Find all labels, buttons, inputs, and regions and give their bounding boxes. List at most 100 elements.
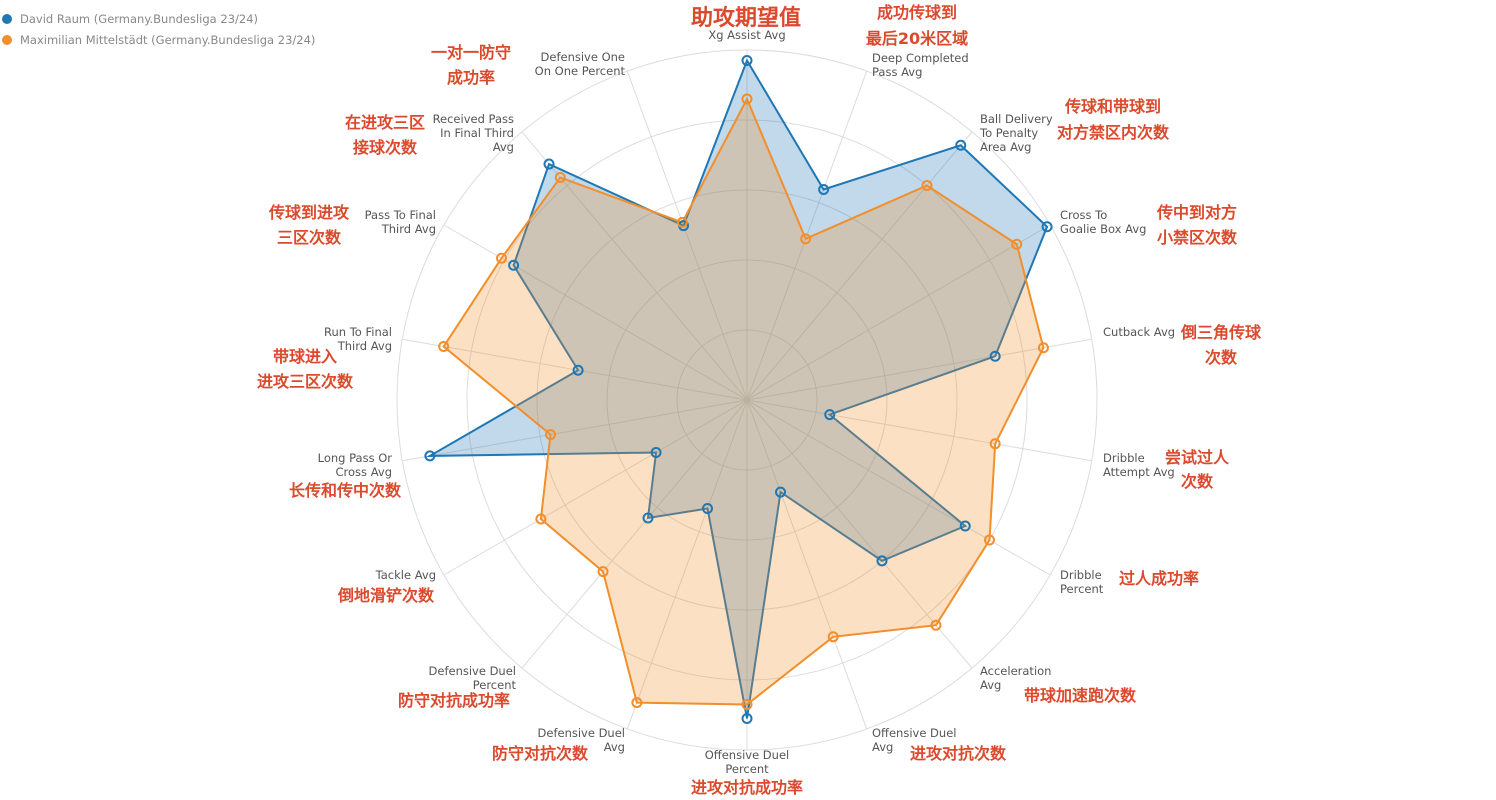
point <box>701 503 713 515</box>
axis-label-line: Acceleration <box>980 664 1051 678</box>
point <box>930 619 942 631</box>
axis-label-line: Avg <box>980 678 1001 692</box>
annotation-line: 三区次数 <box>277 228 342 247</box>
annotation: 带球加速跑次数 <box>1024 686 1137 705</box>
point <box>424 450 436 462</box>
axis-label-line: Goalie Box Avg <box>1060 222 1146 236</box>
axis-label: Defensive One On One Percent <box>535 50 626 78</box>
axis-label-line: Dribble <box>1060 568 1102 582</box>
annotation: 传中到对方小禁区次数 <box>1156 203 1238 247</box>
annotation-line: 在进攻三区 <box>345 113 425 132</box>
axis-label-line: Avg <box>604 740 625 754</box>
axis-label-line: Dribble <box>1103 451 1145 465</box>
point <box>741 93 753 105</box>
spoke <box>746 224 1051 401</box>
spoke <box>443 399 748 576</box>
spoke <box>521 399 748 669</box>
legend-label: Maximilian Mittelstädt (Germany.Bundesli… <box>20 33 315 47</box>
spoke <box>626 70 748 401</box>
point <box>631 697 643 709</box>
point <box>959 520 971 532</box>
annotation: 过人成功率 <box>1119 569 1199 588</box>
axis-label-line: Avg <box>493 140 514 154</box>
point <box>543 158 555 170</box>
axis-label: Cross To Goalie Box Avg <box>1060 208 1146 236</box>
point <box>572 364 584 376</box>
annotation-line: 进攻三区次数 <box>257 372 354 391</box>
annotation: 传球和带球到对方禁区内次数 <box>1057 97 1170 142</box>
point <box>775 486 787 498</box>
annotation: 倒地滑铲次数 <box>337 586 435 605</box>
annotation-line: 成功传球到 <box>877 3 957 22</box>
axis-label: Ball Delivery To Penalty Area Avg <box>979 112 1053 154</box>
annotation: 进攻对抗次数 <box>910 744 1007 763</box>
spoke <box>443 224 748 401</box>
point <box>1011 238 1023 250</box>
axis-label-line: Offensive Duel <box>705 748 789 762</box>
axis-label: Tackle Avg <box>375 568 436 582</box>
axis-label-line: Offensive Duel <box>872 726 956 740</box>
axis-label: Cutback Avg <box>1103 325 1175 339</box>
annotation-line: 小禁区次数 <box>1157 228 1238 247</box>
point <box>818 184 830 196</box>
axis-label: Run To Final Third Avg <box>324 325 392 353</box>
area <box>426 58 1049 719</box>
point <box>800 233 812 245</box>
annotation-line: 带球进入 <box>273 347 337 366</box>
point <box>983 534 995 546</box>
annotation: 在进攻三区接球次数 <box>345 113 425 157</box>
point <box>1037 342 1049 354</box>
axis-label: Pass To Final Third Avg <box>365 208 436 236</box>
axis-label: Defensive Duel Avg <box>538 726 625 754</box>
annotation: 防守对抗成功率 <box>398 691 510 710</box>
spoke <box>402 399 748 462</box>
annotation: 带球进入进攻三区次数 <box>257 347 354 391</box>
spoke <box>746 70 868 401</box>
annotation: 进攻对抗成功率 <box>691 778 803 797</box>
axis-label-line: On One Percent <box>535 64 626 78</box>
spoke <box>402 338 748 401</box>
axis-label-line: Percent <box>725 762 769 776</box>
point <box>535 513 547 525</box>
point <box>642 512 654 524</box>
axis-label-line: Cross To <box>1060 208 1107 222</box>
point <box>495 252 507 264</box>
axis-label-line: Attempt Avg <box>1103 465 1175 479</box>
axis-label: Received Pass In Final Third Avg <box>433 112 514 154</box>
spoke <box>626 399 748 730</box>
spoke <box>746 399 1092 462</box>
area <box>442 96 1045 706</box>
spoke <box>746 338 1092 401</box>
axis-label-line: In Final Third <box>440 126 514 140</box>
annotation: 尝试过人次数 <box>1165 448 1230 491</box>
annotation-line: 倒地滑铲次数 <box>337 586 435 605</box>
point <box>741 699 753 710</box>
axis-label-line: Cutback Avg <box>1103 325 1175 339</box>
spoke <box>746 399 973 669</box>
annotation-line: 次数 <box>1181 472 1214 491</box>
legend-label: David Raum (Germany.Bundesliga 23/24) <box>20 12 258 26</box>
spoke <box>521 131 748 401</box>
axis-label-line: Received Pass <box>433 112 514 126</box>
axis-label: Defensive Duel Percent <box>429 664 517 692</box>
annotation-line: 助攻期望值 <box>691 5 801 31</box>
axis-label-line: Long Pass Or <box>318 451 393 465</box>
axis-label-line: Defensive One <box>541 50 625 64</box>
annotation-line: 进攻对抗次数 <box>910 744 1007 763</box>
legend-marker <box>2 14 12 24</box>
annotation: 倒三角传球次数 <box>1180 323 1262 367</box>
axis-label: Deep Completed Pass Avg <box>872 51 969 79</box>
point <box>597 566 609 578</box>
annotation-line: 尝试过人 <box>1165 448 1230 467</box>
axis-label-line: Run To Final <box>324 325 392 339</box>
axis-label-line: Cross Avg <box>336 465 392 479</box>
point <box>824 409 836 421</box>
point <box>650 447 662 458</box>
annotation-line: 对方禁区内次数 <box>1057 123 1170 142</box>
point <box>676 216 688 228</box>
annotation-line: 过人成功率 <box>1119 569 1199 588</box>
axis-label-line: Ball Delivery <box>980 112 1053 126</box>
point <box>438 341 450 353</box>
point <box>545 429 557 441</box>
annotation: 长传和传中次数 <box>289 481 402 500</box>
